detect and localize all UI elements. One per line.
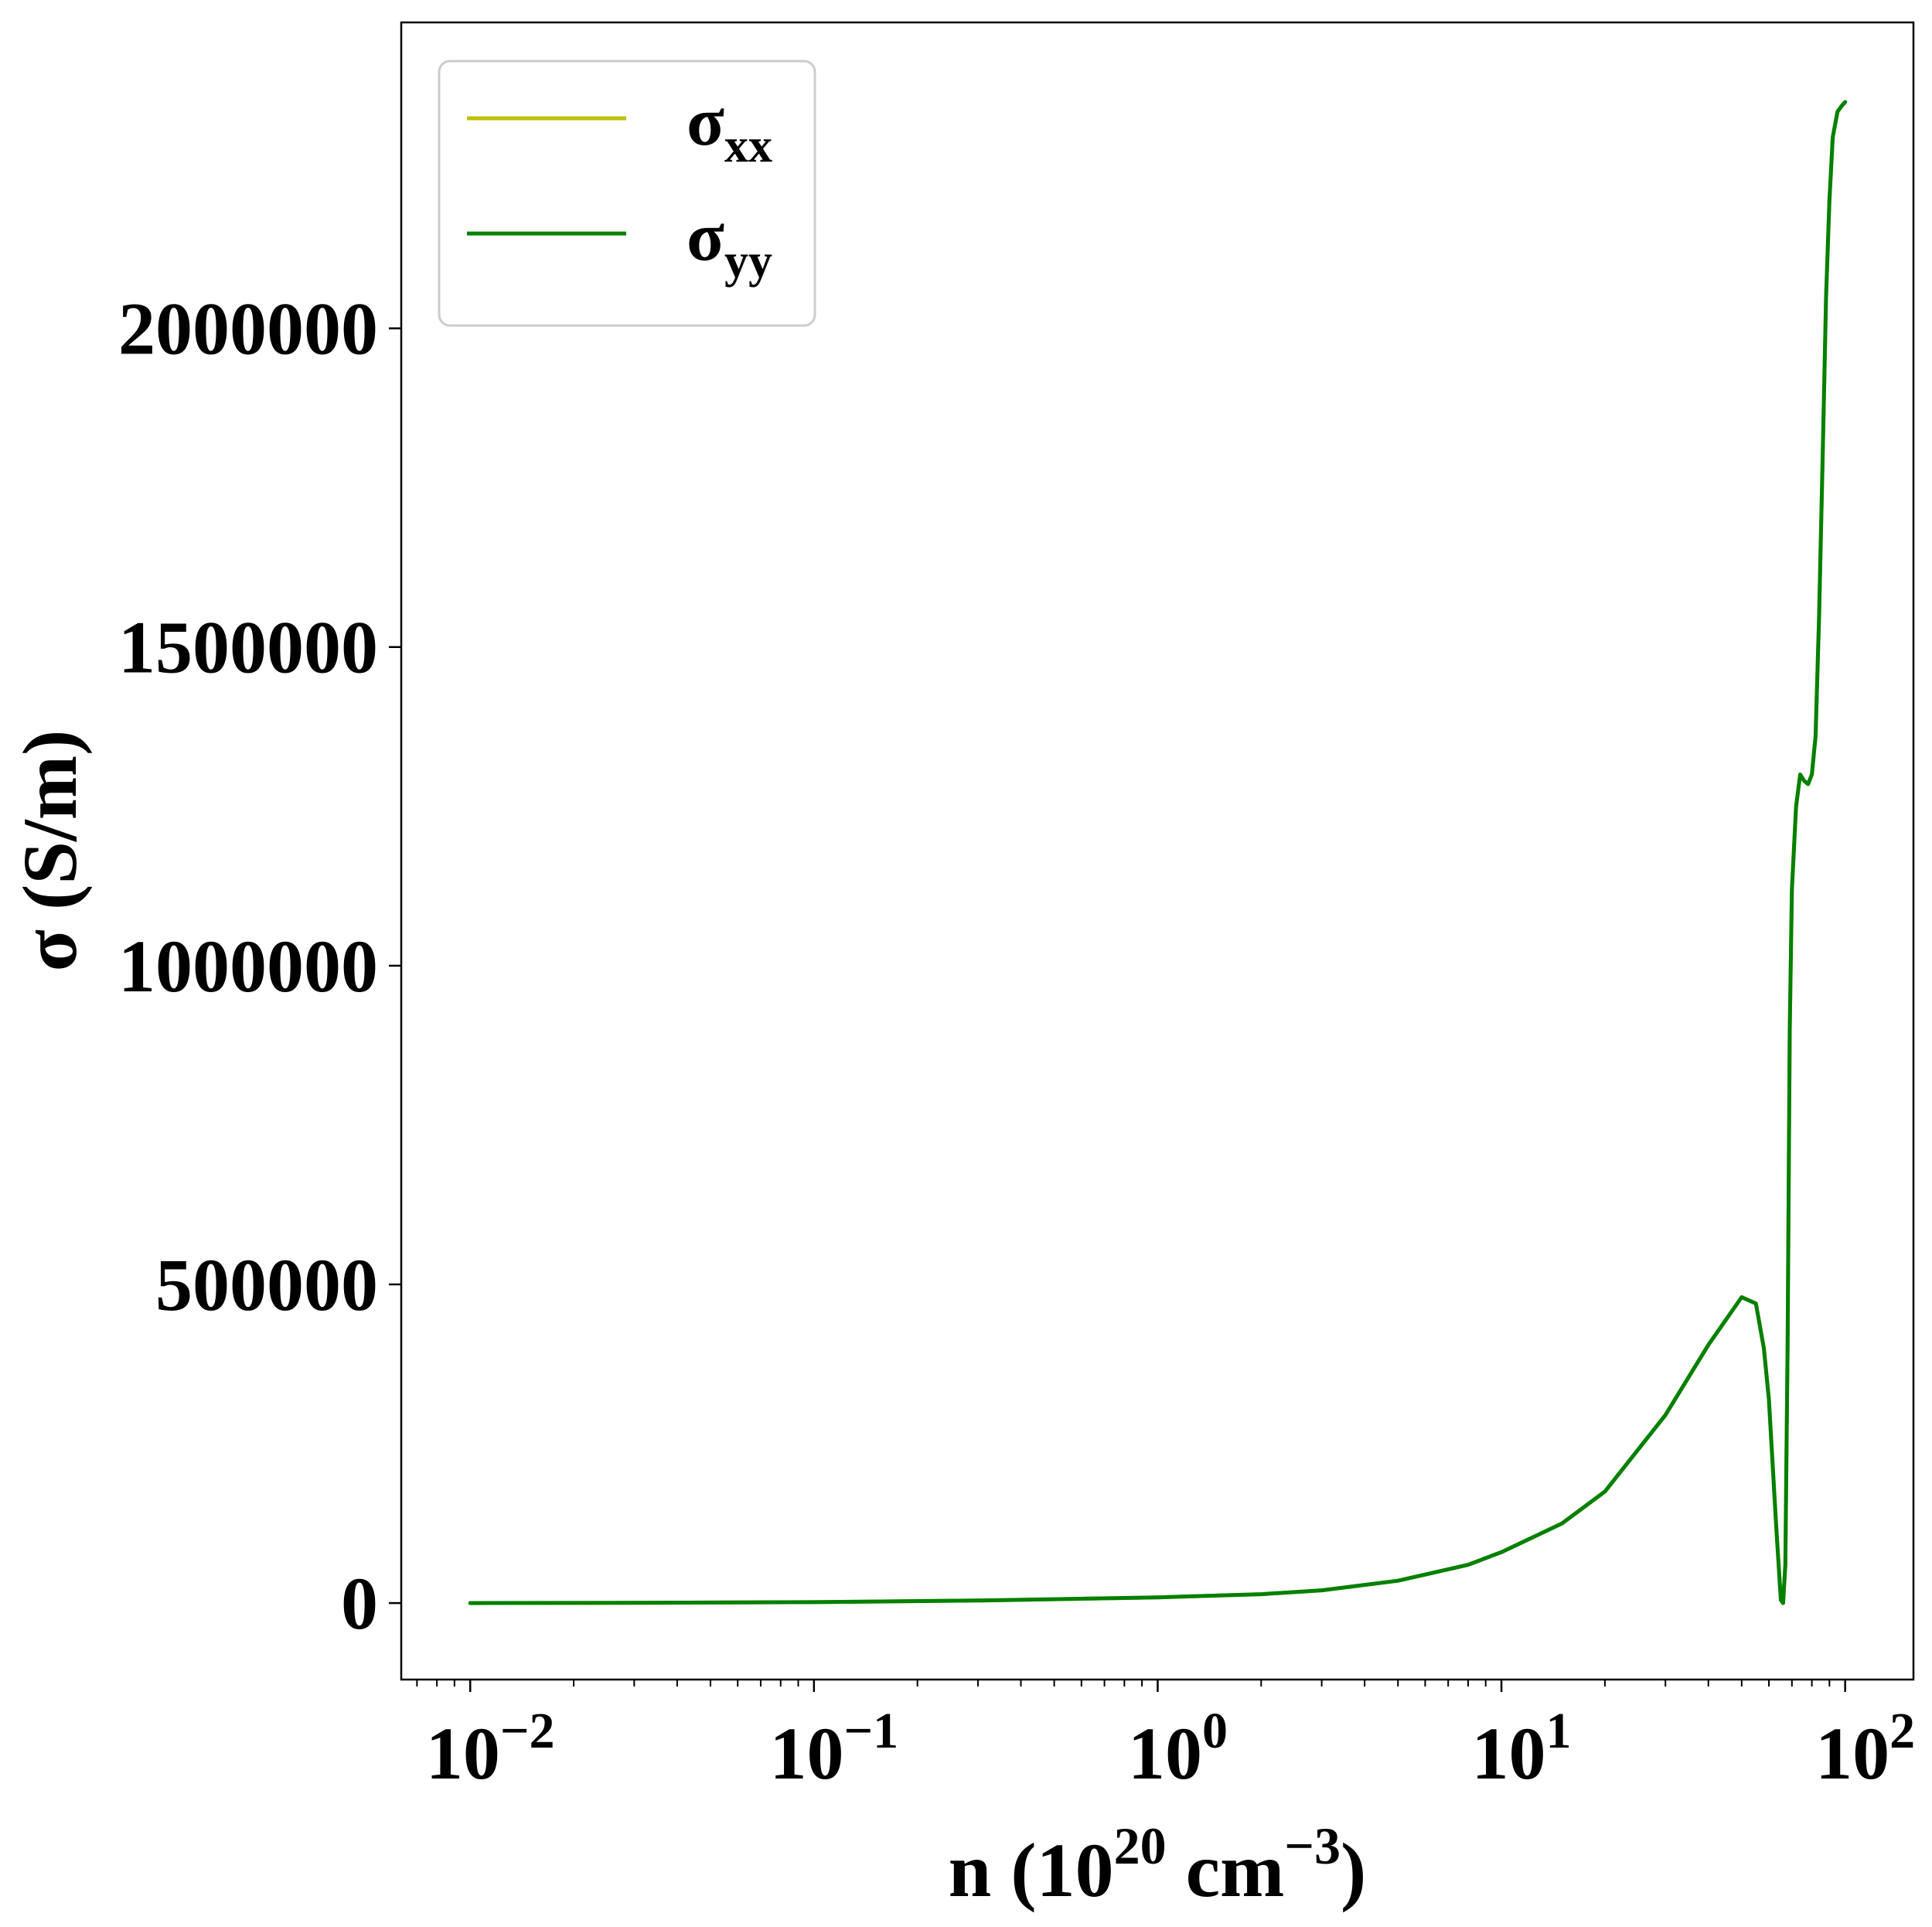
x-axis: 10−2 10−1 100 101 102 bbox=[416, 1680, 1915, 1795]
x-axis-label: n (1020 cm−3) bbox=[949, 1816, 1367, 1913]
x-tick-label: 101 bbox=[1472, 1703, 1572, 1795]
y-tick-label: 1500000 bbox=[118, 606, 378, 689]
x-tick-label: 102 bbox=[1815, 1703, 1915, 1795]
legend-frame bbox=[438, 60, 816, 327]
y-axis: 0 500000 1000000 1500000 2000000 bbox=[118, 288, 401, 1645]
legend-label-sigma-xx: σxx bbox=[687, 84, 772, 172]
y-tick-label: 500000 bbox=[155, 1243, 378, 1326]
legend-label-sigma-yy: σyy bbox=[687, 199, 772, 288]
legend: σxx σyy bbox=[438, 60, 816, 327]
legend-label-sigma-yy-base: σ bbox=[687, 199, 724, 275]
x-tick-label: 10−1 bbox=[770, 1703, 899, 1795]
y-tick-label: 1000000 bbox=[118, 925, 378, 1008]
y-tick-label: 0 bbox=[341, 1562, 378, 1645]
x-axis-label-base: n (10 bbox=[949, 1827, 1114, 1913]
series-line-sigma-yy bbox=[468, 100, 1848, 1605]
x-axis-label-end: ) bbox=[1341, 1827, 1366, 1913]
legend-label-sigma-xx-base: σ bbox=[687, 84, 724, 160]
x-tick-label: 10−2 bbox=[426, 1703, 555, 1795]
x-axis-label-sup2: −3 bbox=[1284, 1816, 1341, 1875]
y-axis-label: σ (S/m) bbox=[7, 730, 93, 972]
y-tick-label: 2000000 bbox=[118, 288, 378, 370]
legend-label-sigma-xx-sub: xx bbox=[724, 120, 772, 172]
legend-label-sigma-yy-sub: yy bbox=[724, 235, 772, 288]
series-lines bbox=[468, 100, 1848, 1605]
x-axis-label-mid: cm bbox=[1167, 1827, 1285, 1913]
x-axis-label-sup1: 20 bbox=[1114, 1816, 1167, 1875]
x-tick-label: 100 bbox=[1128, 1703, 1228, 1795]
